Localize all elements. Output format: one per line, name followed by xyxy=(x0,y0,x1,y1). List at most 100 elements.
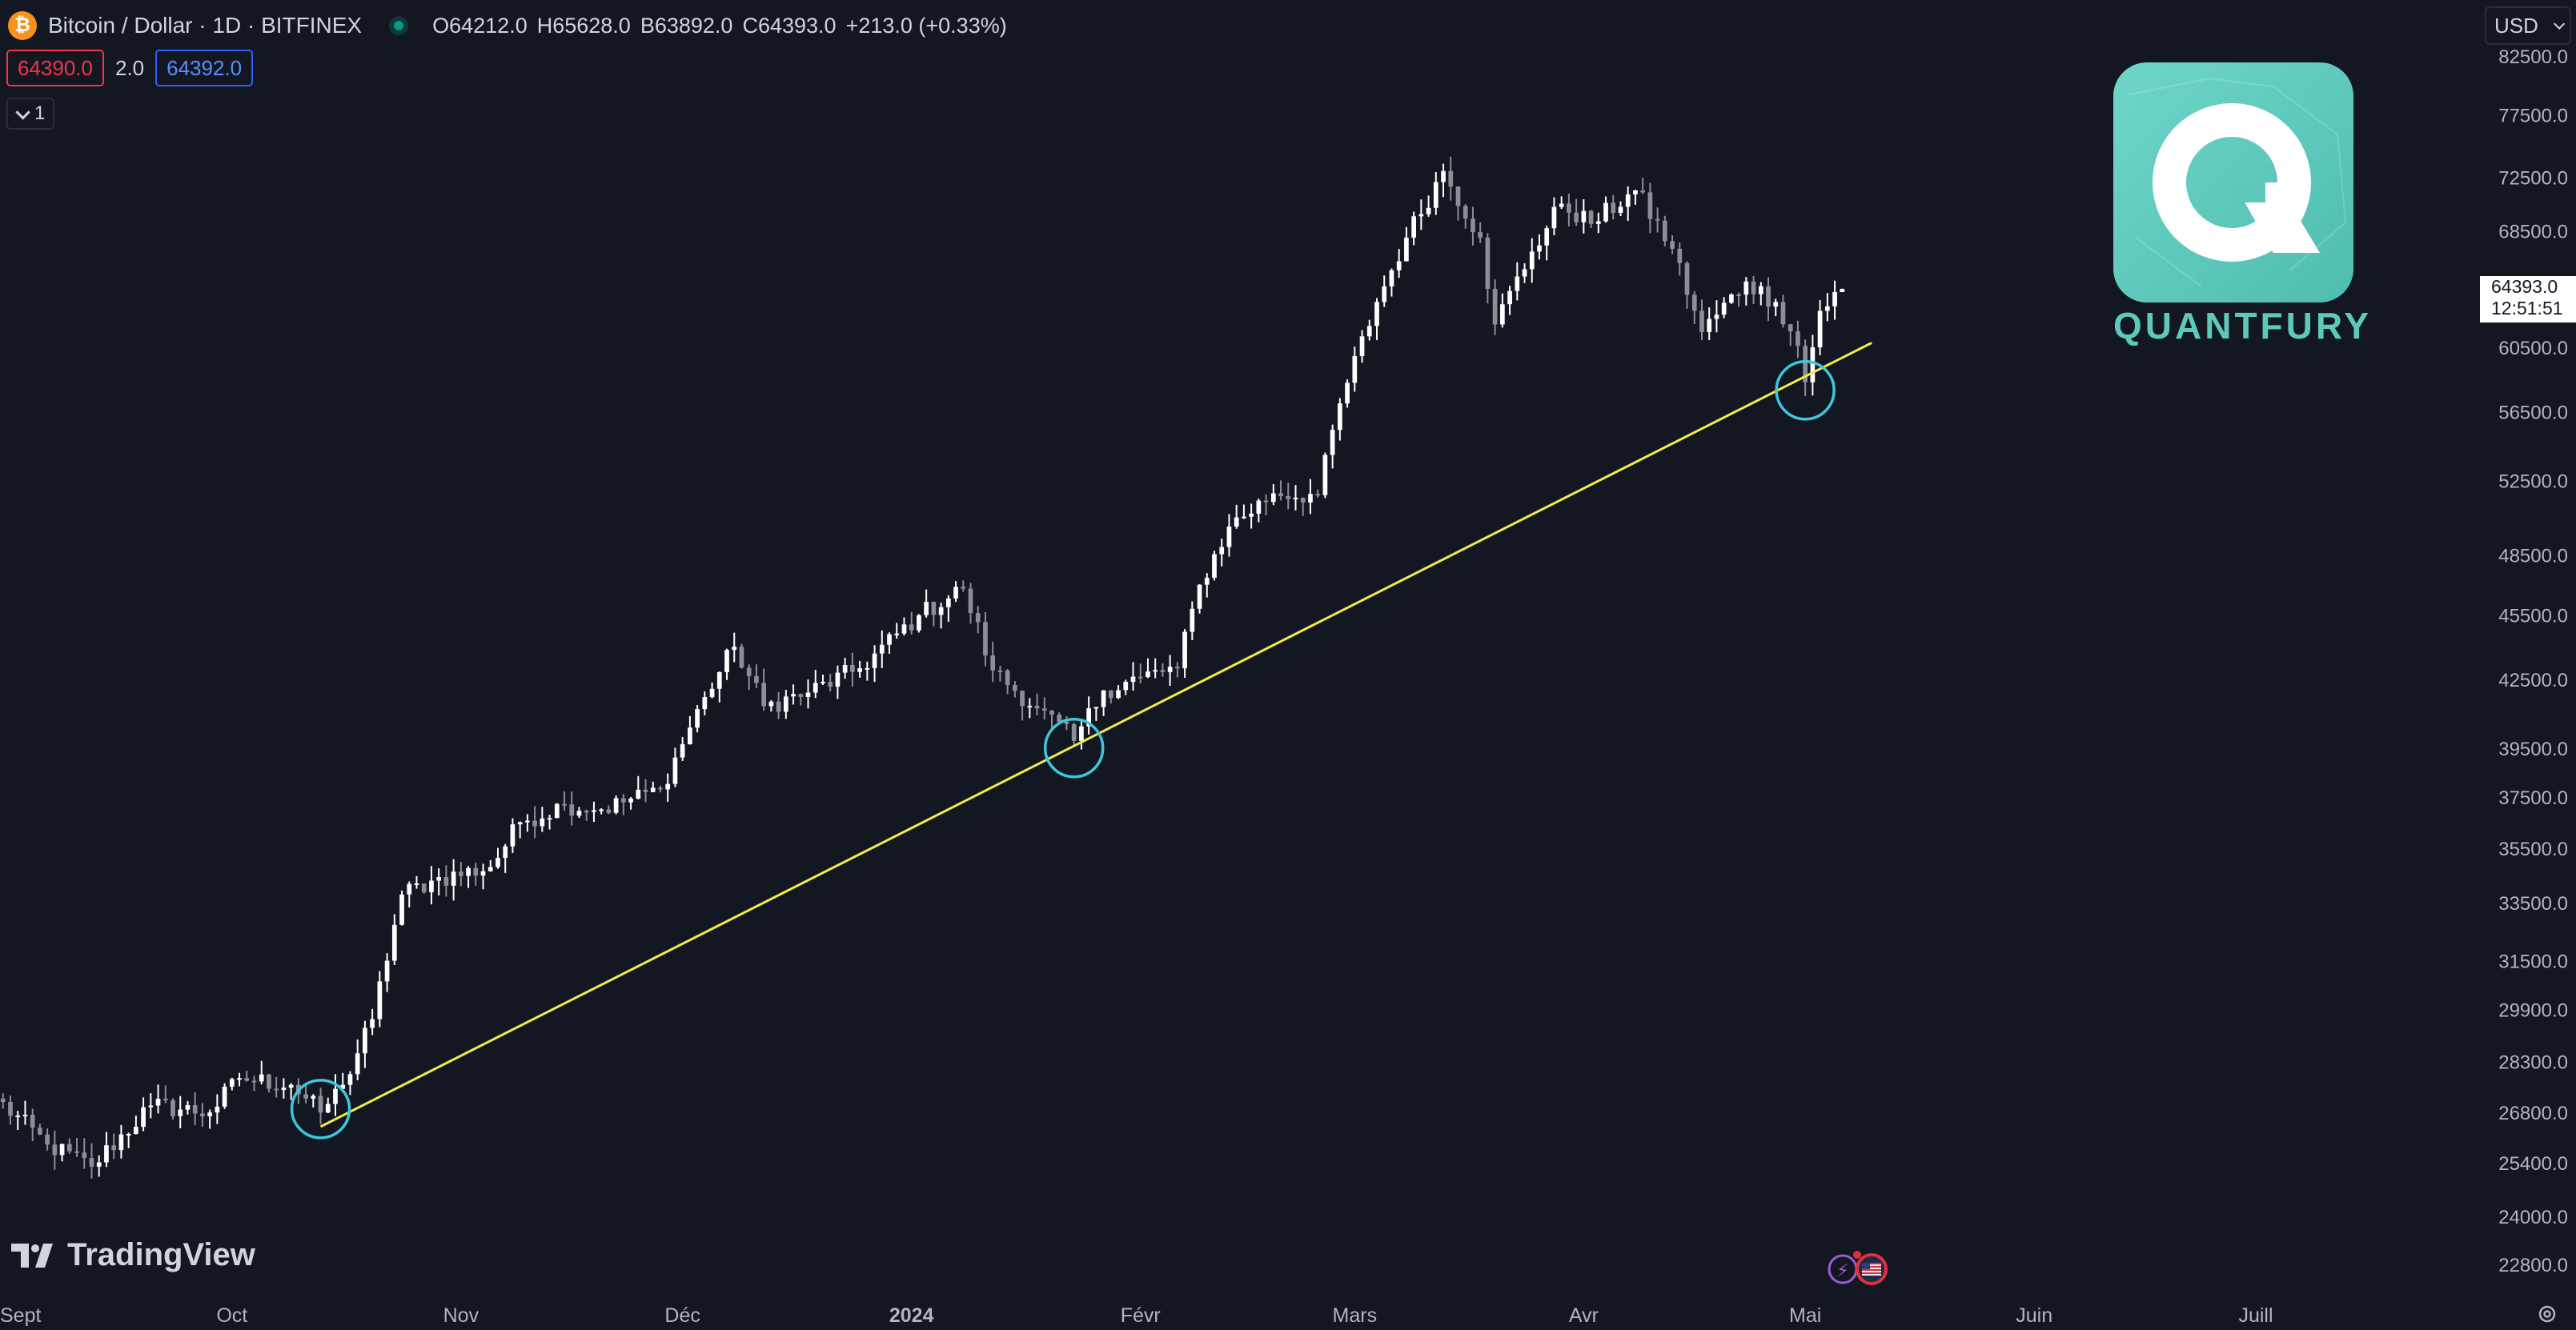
candle-body xyxy=(1803,346,1808,383)
candle-body xyxy=(1662,220,1667,242)
close-value: 64393.0 xyxy=(757,13,837,38)
candle-body xyxy=(436,877,442,881)
candle-body xyxy=(443,877,449,886)
candle-body xyxy=(1780,302,1786,325)
candle-body xyxy=(1212,554,1217,579)
candle-body xyxy=(695,709,700,728)
candle-body xyxy=(1766,286,1771,307)
close-label: C xyxy=(742,13,758,38)
candle-body xyxy=(1499,304,1505,325)
candle-body xyxy=(384,960,390,982)
bar-countdown: 12:51:51 xyxy=(2491,298,2563,318)
candle-body xyxy=(1595,221,1601,224)
bid-ask-row: 64390.0 2.0 64392.0 xyxy=(6,50,254,86)
y-tick-label: 56500.0 xyxy=(2498,402,2568,423)
candle-body xyxy=(104,1145,109,1163)
buy-price-button[interactable]: 64392.0 xyxy=(155,50,254,86)
open-label: O xyxy=(432,13,450,38)
x-tick-label: Déc xyxy=(664,1304,700,1327)
candle-body xyxy=(466,867,471,876)
candle-body xyxy=(628,798,633,803)
candle-body xyxy=(1515,276,1520,291)
x-tick-label: Mars xyxy=(1333,1304,1378,1327)
candle-body xyxy=(1330,430,1335,455)
candle-body xyxy=(1448,170,1454,187)
y-tick-label: 24000.0 xyxy=(2498,1207,2568,1228)
y-tick-label: 29900.0 xyxy=(2498,1000,2568,1022)
indicator-count: 1 xyxy=(34,102,46,124)
candle-body xyxy=(363,1028,367,1054)
last-price-tag: 64393.0 12:51:51 xyxy=(2480,276,2576,322)
candle-body xyxy=(355,1053,360,1075)
candle-body xyxy=(1611,202,1616,214)
candle-body xyxy=(1382,286,1387,302)
candle-body xyxy=(997,670,1003,672)
candle-body xyxy=(702,697,708,710)
symbol-title[interactable]: Bitcoin / Dollar · 1D · BITFINEX xyxy=(48,13,363,38)
candle-body xyxy=(96,1162,102,1167)
candle-body xyxy=(791,694,796,697)
candle-body xyxy=(340,1084,346,1089)
candle-body xyxy=(59,1144,65,1156)
candle-body xyxy=(281,1088,287,1091)
candle-body xyxy=(1013,684,1017,691)
candle-body xyxy=(1485,237,1491,289)
candle-body xyxy=(517,822,523,825)
y-tick-label: 35500.0 xyxy=(2498,839,2568,860)
y-tick-label: 22800.0 xyxy=(2498,1255,2568,1276)
candle-body xyxy=(805,692,811,697)
candle-body xyxy=(865,667,870,670)
candle-body xyxy=(89,1158,94,1167)
x-tick-label: Juill xyxy=(2238,1304,2273,1327)
candle-body xyxy=(1677,248,1683,263)
candle-body xyxy=(185,1104,191,1110)
candle-body xyxy=(1101,690,1106,707)
candle-body xyxy=(414,883,419,885)
candle-body xyxy=(399,894,404,925)
candle-body xyxy=(288,1084,294,1088)
candle-body xyxy=(716,671,722,689)
candle-body xyxy=(798,694,804,697)
candle-body xyxy=(45,1134,50,1145)
candle-body xyxy=(887,634,892,645)
candle-body xyxy=(510,824,516,847)
candle-body xyxy=(1027,705,1033,707)
candle-body xyxy=(1116,690,1121,699)
candle-body xyxy=(370,1019,375,1028)
indicators-toggle[interactable]: 1 xyxy=(6,98,55,130)
tradingview-logo[interactable]: TradingView xyxy=(11,1237,255,1273)
candle-body xyxy=(1242,516,1246,519)
candle-body xyxy=(1796,331,1800,347)
candle-body xyxy=(66,1144,72,1152)
candle-body xyxy=(1366,326,1372,337)
candle-body xyxy=(983,622,988,656)
candle-body xyxy=(1359,336,1365,357)
settings-gear-icon[interactable] xyxy=(2536,1303,2558,1325)
candle-body xyxy=(1345,383,1350,404)
candle-body xyxy=(1529,251,1535,270)
candle-body xyxy=(251,1080,257,1083)
currency-selector[interactable]: USD xyxy=(2485,6,2571,45)
us-flag-stripe xyxy=(1862,1272,1881,1274)
x-tick-label: Avr xyxy=(1569,1304,1599,1327)
x-tick-label: Févr xyxy=(1121,1304,1161,1327)
candle-body xyxy=(141,1107,146,1128)
quantfury-q-icon xyxy=(2129,78,2346,287)
us-flag-canton xyxy=(1862,1263,1870,1269)
ohlc-values: O64212.0 H65628.0 B63892.0 C64393.0 +213… xyxy=(432,14,1007,38)
candle-body xyxy=(1138,676,1143,679)
sell-price-button[interactable]: 64390.0 xyxy=(6,50,104,86)
y-tick-label: 68500.0 xyxy=(2498,221,2568,242)
x-tick-label: Nov xyxy=(443,1304,479,1327)
candle-body xyxy=(1426,207,1431,214)
trendline-touch-circle xyxy=(1043,718,1105,779)
candle-body xyxy=(1322,455,1328,495)
candle-body xyxy=(1625,194,1631,207)
candle-body xyxy=(828,682,833,687)
candle-body xyxy=(1197,584,1202,609)
candle-body xyxy=(1537,245,1542,252)
candle-body xyxy=(872,653,877,668)
candle-body xyxy=(1130,676,1136,682)
